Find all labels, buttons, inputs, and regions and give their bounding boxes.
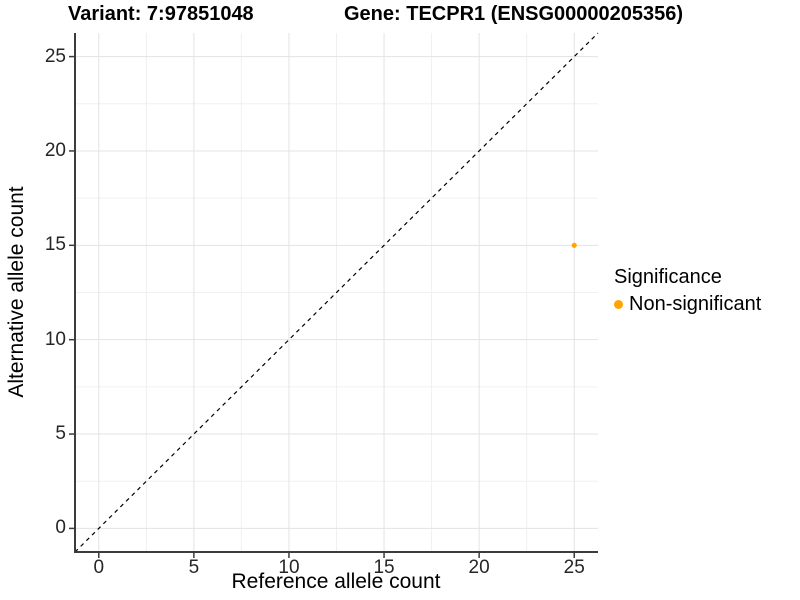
x-tick-label: 10: [278, 557, 300, 578]
legend: Significance Non-significant: [614, 266, 761, 316]
x-tick-label: 15: [373, 557, 395, 578]
x-axis-title: Reference allele count: [231, 570, 441, 593]
legend-title: Significance: [614, 266, 722, 288]
y-axis-title: Alternative allele count: [5, 186, 28, 398]
data-point: [571, 242, 577, 248]
x-tick-label: 20: [468, 557, 490, 578]
plot-title-gene: Gene: TECPR1 (ENSG00000205356): [344, 3, 684, 25]
y-tick-label: 0: [55, 517, 66, 539]
y-tick-label: 15: [44, 234, 66, 256]
y-tick-label: 10: [44, 328, 66, 350]
y-tick-label: 20: [44, 139, 66, 161]
legend-item-non-significant: Non-significant: [614, 293, 761, 316]
identity-dashed-line: [74, 32, 599, 553]
y-tick-label: 25: [44, 45, 66, 67]
y-tick-label: 5: [55, 423, 66, 445]
legend-item-label: Non-significant: [629, 293, 762, 315]
x-tick-label: 5: [188, 557, 200, 578]
x-tick-label: 0: [93, 557, 105, 578]
plot-title-variant: Variant: 7:97851048: [68, 3, 254, 25]
x-tick-label: 25: [563, 557, 585, 578]
legend-key-dot-icon: [614, 300, 623, 309]
